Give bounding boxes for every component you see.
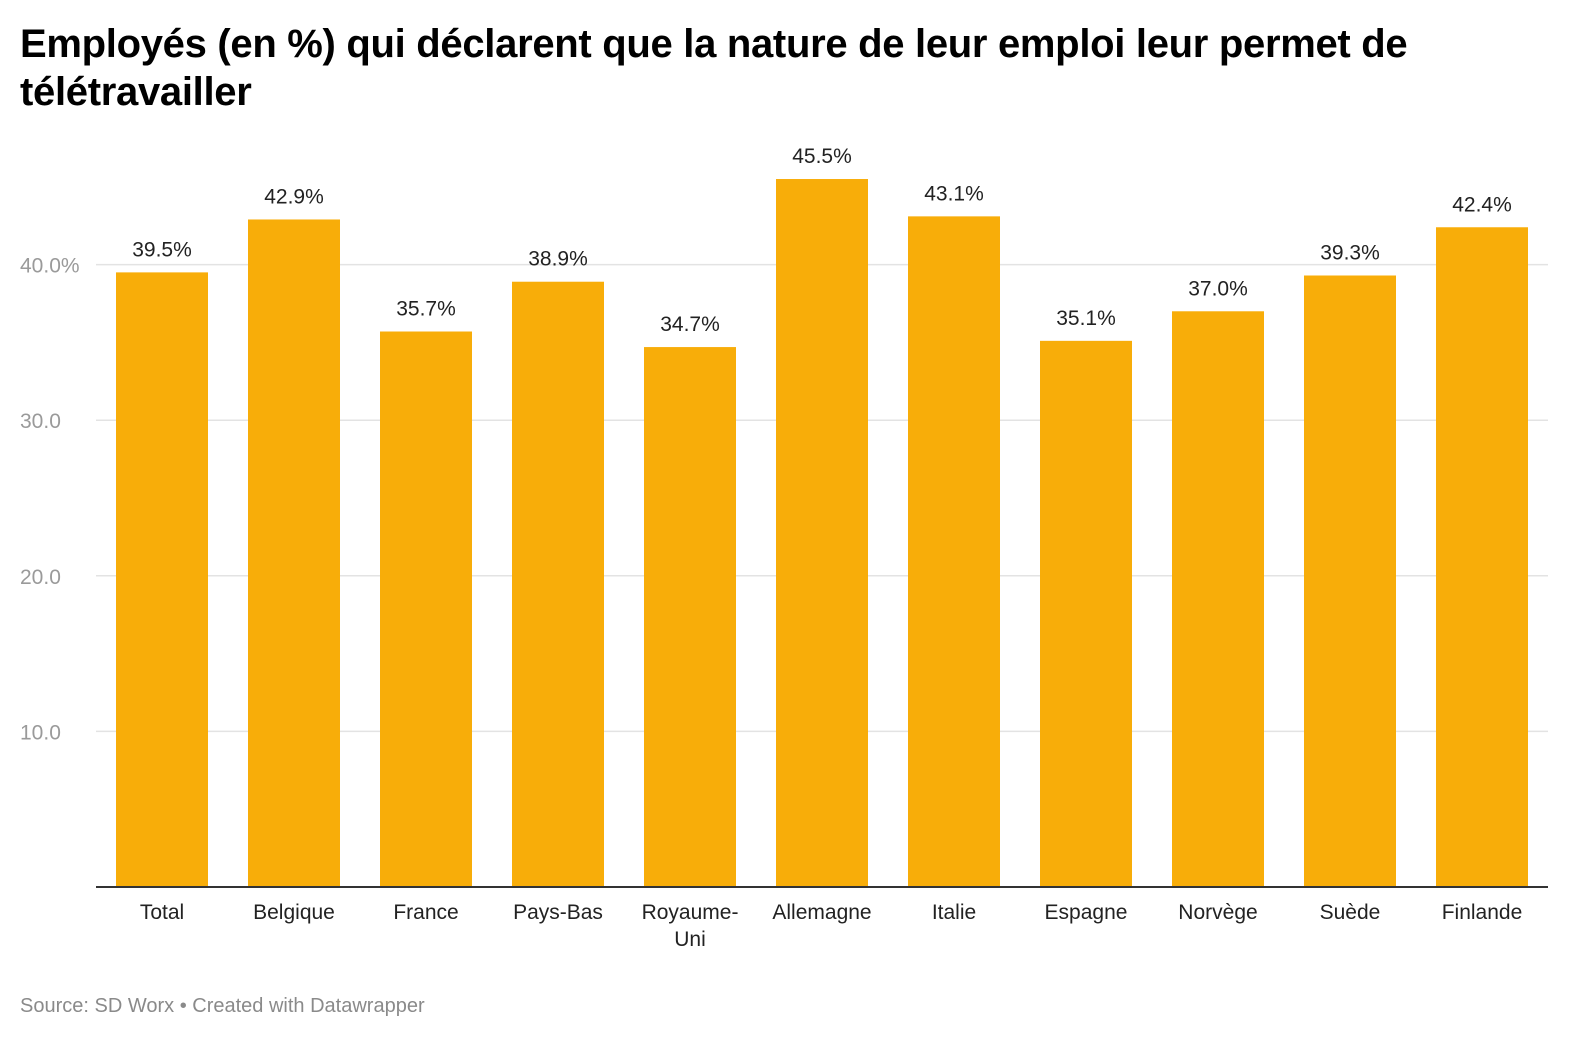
- bar: [776, 179, 868, 887]
- category-label-line: Belgique: [253, 901, 335, 924]
- category-label: Royaume- Uni: [642, 901, 739, 951]
- category-label: France: [393, 901, 458, 924]
- value-label: 42.4%: [1452, 193, 1512, 216]
- category-label-line: Pays-Bas: [513, 901, 603, 924]
- bar: [380, 331, 472, 887]
- category-label-line: Royaume-: [642, 901, 739, 924]
- y-tick-label: 10.0: [20, 721, 61, 744]
- category-label-line: Total: [140, 901, 184, 924]
- category-label: Espagne: [1045, 901, 1128, 924]
- category-label-line: Italie: [932, 901, 976, 924]
- category-label-line: Norvège: [1178, 901, 1257, 924]
- y-axis-tick-labels: 10.0 20.0 30.0 40.0%: [20, 255, 80, 745]
- value-label: 42.9%: [264, 185, 324, 208]
- x-axis-category-labels: Total Belgique France Pays-Bas Royaume- Uni Al…: [140, 901, 1522, 951]
- bar: [1304, 275, 1396, 887]
- value-labels: 39.5% 42.9% 35.7% 38.9% 34.7% 45.5% 43.1% 35.1%…: [132, 145, 1512, 336]
- value-label: 43.1%: [924, 182, 984, 205]
- value-label: 37.0%: [1188, 277, 1248, 300]
- bar: [116, 272, 208, 887]
- value-label: 39.5%: [132, 238, 192, 261]
- value-label: 45.5%: [792, 145, 852, 168]
- category-label-line: Finlande: [1442, 901, 1523, 924]
- category-label: Norvège: [1178, 901, 1257, 924]
- category-label: Finlande: [1442, 901, 1523, 924]
- value-label: 35.7%: [396, 298, 456, 321]
- bar: [644, 347, 736, 887]
- credit-note: Created with Datawrapper: [192, 995, 425, 1017]
- value-label: 39.3%: [1320, 241, 1380, 264]
- category-label: Suède: [1320, 901, 1381, 924]
- y-tick-label: 40.0%: [20, 255, 80, 278]
- bar: [1040, 340, 1132, 887]
- bar: [908, 216, 1000, 887]
- category-label-line: Allemagne: [772, 901, 871, 924]
- source-note: Source: SD Worx: [20, 995, 175, 1017]
- value-label: 38.9%: [528, 248, 588, 271]
- category-label-line: France: [393, 901, 458, 924]
- category-label: Italie: [932, 901, 976, 924]
- bar: [512, 281, 604, 887]
- category-label: Pays-Bas: [513, 901, 603, 924]
- bars: [116, 179, 1528, 888]
- category-label: Belgique: [253, 901, 335, 924]
- y-tick-label: 30.0: [20, 410, 61, 433]
- bar: [248, 219, 340, 887]
- value-label: 34.7%: [660, 313, 720, 336]
- category-label-line: Uni: [674, 928, 706, 951]
- chart-footer: Source: SD Worx • Created with Datawrapp…: [20, 993, 425, 1019]
- bar: [1436, 227, 1528, 888]
- value-label: 35.1%: [1056, 307, 1116, 330]
- category-label: Total: [140, 901, 184, 924]
- footer-separator: •: [179, 995, 187, 1017]
- bar: [1172, 311, 1264, 887]
- category-label-line: Espagne: [1045, 901, 1128, 924]
- category-label: Allemagne: [772, 901, 871, 924]
- category-label-line: Suède: [1320, 901, 1381, 924]
- chart-title: Employés (en %) qui déclarent que la nat…: [20, 22, 1408, 114]
- y-tick-label: 20.0: [20, 566, 61, 589]
